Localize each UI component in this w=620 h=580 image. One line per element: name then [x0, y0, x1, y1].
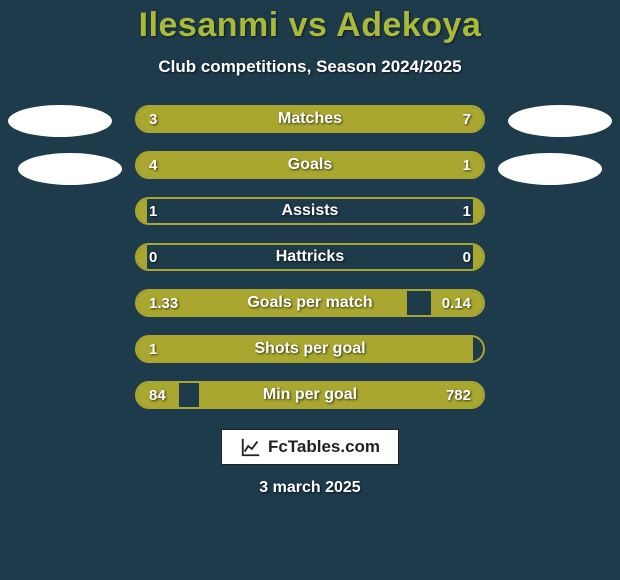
left-bar: [137, 383, 179, 407]
page-title: Ilesanmi vs Adekoya: [139, 6, 482, 45]
brand-badge: FcTables.com: [221, 429, 399, 465]
stat-label: Hattricks: [137, 245, 483, 269]
stat-row: Matches37: [135, 105, 485, 133]
stat-right-value: 0: [463, 245, 471, 269]
right-bar: [431, 291, 483, 315]
player-left-avatar-icon: [8, 105, 112, 137]
stats-area: Matches37 Goals41 Assists1 1 Hattricks0 0 Goal…: [0, 105, 620, 409]
left-bar: [137, 107, 241, 131]
left-bar: [137, 337, 473, 361]
comparison-infographic: Ilesanmi vs Adekoya Club competitions, S…: [0, 0, 620, 580]
right-bar: [473, 199, 483, 223]
left-bar: [137, 153, 414, 177]
stat-row: Shots per goal1: [135, 335, 485, 363]
date-text: 3 march 2025: [259, 479, 360, 497]
brand-text: FcTables.com: [268, 437, 380, 457]
right-bar: [414, 153, 483, 177]
player-right-shadow-icon: [498, 153, 602, 185]
stat-label: Assists: [137, 199, 483, 223]
stat-row: Assists1 1: [135, 197, 485, 225]
left-bar: [137, 291, 407, 315]
chart-icon: [240, 436, 262, 458]
stat-row: Min per goal84782: [135, 381, 485, 409]
player-left-shadow-icon: [18, 153, 122, 185]
stat-row: Goals41: [135, 151, 485, 179]
player-right-avatar-icon: [508, 105, 612, 137]
left-bar: [137, 199, 147, 223]
stat-right-value: 1: [463, 199, 471, 223]
right-bar: [473, 245, 483, 269]
right-bar: [199, 383, 483, 407]
subtitle: Club competitions, Season 2024/2025: [158, 57, 461, 77]
left-bar: [137, 245, 147, 269]
stat-row: Hattricks0 0: [135, 243, 485, 271]
stat-left-value: 1: [149, 199, 157, 223]
stat-left-value: 0: [149, 245, 157, 269]
right-bar: [241, 107, 483, 131]
stat-row: Goals per match1.330.14: [135, 289, 485, 317]
